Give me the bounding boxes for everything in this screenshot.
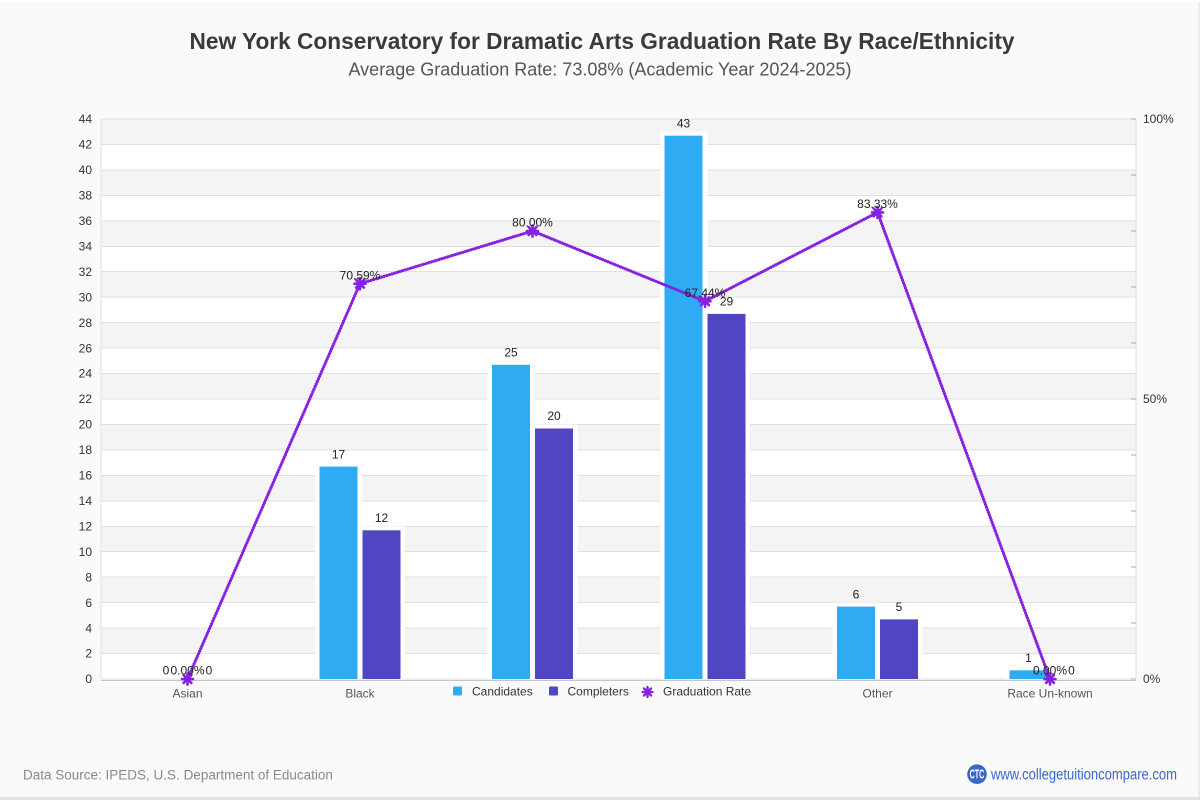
svg-text:70.59%: 70.59% <box>340 268 381 282</box>
svg-text:6: 6 <box>85 596 92 610</box>
svg-text:0: 0 <box>1068 664 1075 678</box>
svg-text:42: 42 <box>79 138 93 152</box>
svg-text:24: 24 <box>79 367 93 381</box>
svg-text:34: 34 <box>79 240 93 254</box>
svg-text:CTC: CTC <box>970 769 985 783</box>
svg-text:80.00%: 80.00% <box>512 216 553 230</box>
svg-text:0: 0 <box>85 672 92 686</box>
svg-text:50%: 50% <box>1143 392 1167 406</box>
svg-text:18: 18 <box>79 443 93 457</box>
svg-text:0.00%: 0.00% <box>170 664 204 678</box>
svg-text:25: 25 <box>504 346 518 360</box>
svg-text:16: 16 <box>79 469 93 483</box>
svg-text:100%: 100% <box>1143 112 1174 126</box>
svg-text:40: 40 <box>79 163 93 177</box>
svg-text:New York Conservatory for Dram: New York Conservatory for Dramatic Arts … <box>190 28 1015 54</box>
svg-text:20: 20 <box>547 409 561 423</box>
svg-text:22: 22 <box>79 392 93 406</box>
svg-text:6: 6 <box>853 587 860 601</box>
svg-text:17: 17 <box>332 447 346 461</box>
svg-text:29: 29 <box>720 295 734 309</box>
svg-text:Race Un-known: Race Un-known <box>1007 686 1092 700</box>
svg-text:Graduation Rate: Graduation Rate <box>663 684 751 698</box>
svg-text:26: 26 <box>79 341 93 355</box>
svg-text:Average Graduation Rate: 73.08: Average Graduation Rate: 73.08% (Academi… <box>349 60 852 80</box>
svg-text:Black: Black <box>345 686 375 700</box>
svg-text:67.44%: 67.44% <box>685 286 726 300</box>
svg-text:20: 20 <box>79 418 93 432</box>
svg-text:Asian: Asian <box>172 686 202 700</box>
svg-text:Completers: Completers <box>568 684 629 698</box>
svg-text:0: 0 <box>163 664 170 678</box>
svg-text:0: 0 <box>206 664 213 678</box>
svg-text:10: 10 <box>79 545 93 559</box>
svg-text:83.33%: 83.33% <box>857 197 898 211</box>
svg-text:32: 32 <box>79 265 93 279</box>
svg-text:1: 1 <box>1025 651 1032 665</box>
svg-text:8: 8 <box>85 570 92 584</box>
svg-text:Other: Other <box>862 686 892 700</box>
svg-text:0.00%: 0.00% <box>1033 664 1067 678</box>
svg-text:0%: 0% <box>1143 672 1161 686</box>
svg-text:30: 30 <box>79 290 93 304</box>
svg-text:5: 5 <box>896 600 903 614</box>
svg-text:38: 38 <box>79 189 93 203</box>
svg-text:14: 14 <box>79 494 93 508</box>
svg-text:www.collegetuitioncompare.com: www.collegetuitioncompare.com <box>990 767 1177 784</box>
svg-text:36: 36 <box>79 214 93 228</box>
svg-text:12: 12 <box>375 511 389 525</box>
svg-text:28: 28 <box>79 316 93 330</box>
svg-text:Candidates: Candidates <box>472 684 533 698</box>
svg-text:2: 2 <box>85 647 92 661</box>
svg-text:4: 4 <box>85 621 92 635</box>
svg-text:43: 43 <box>677 116 691 130</box>
svg-text:12: 12 <box>79 520 93 534</box>
svg-text:44: 44 <box>79 112 93 126</box>
svg-text:Data Source: IPEDS, U.S. Depar: Data Source: IPEDS, U.S. Department of E… <box>23 768 333 783</box>
